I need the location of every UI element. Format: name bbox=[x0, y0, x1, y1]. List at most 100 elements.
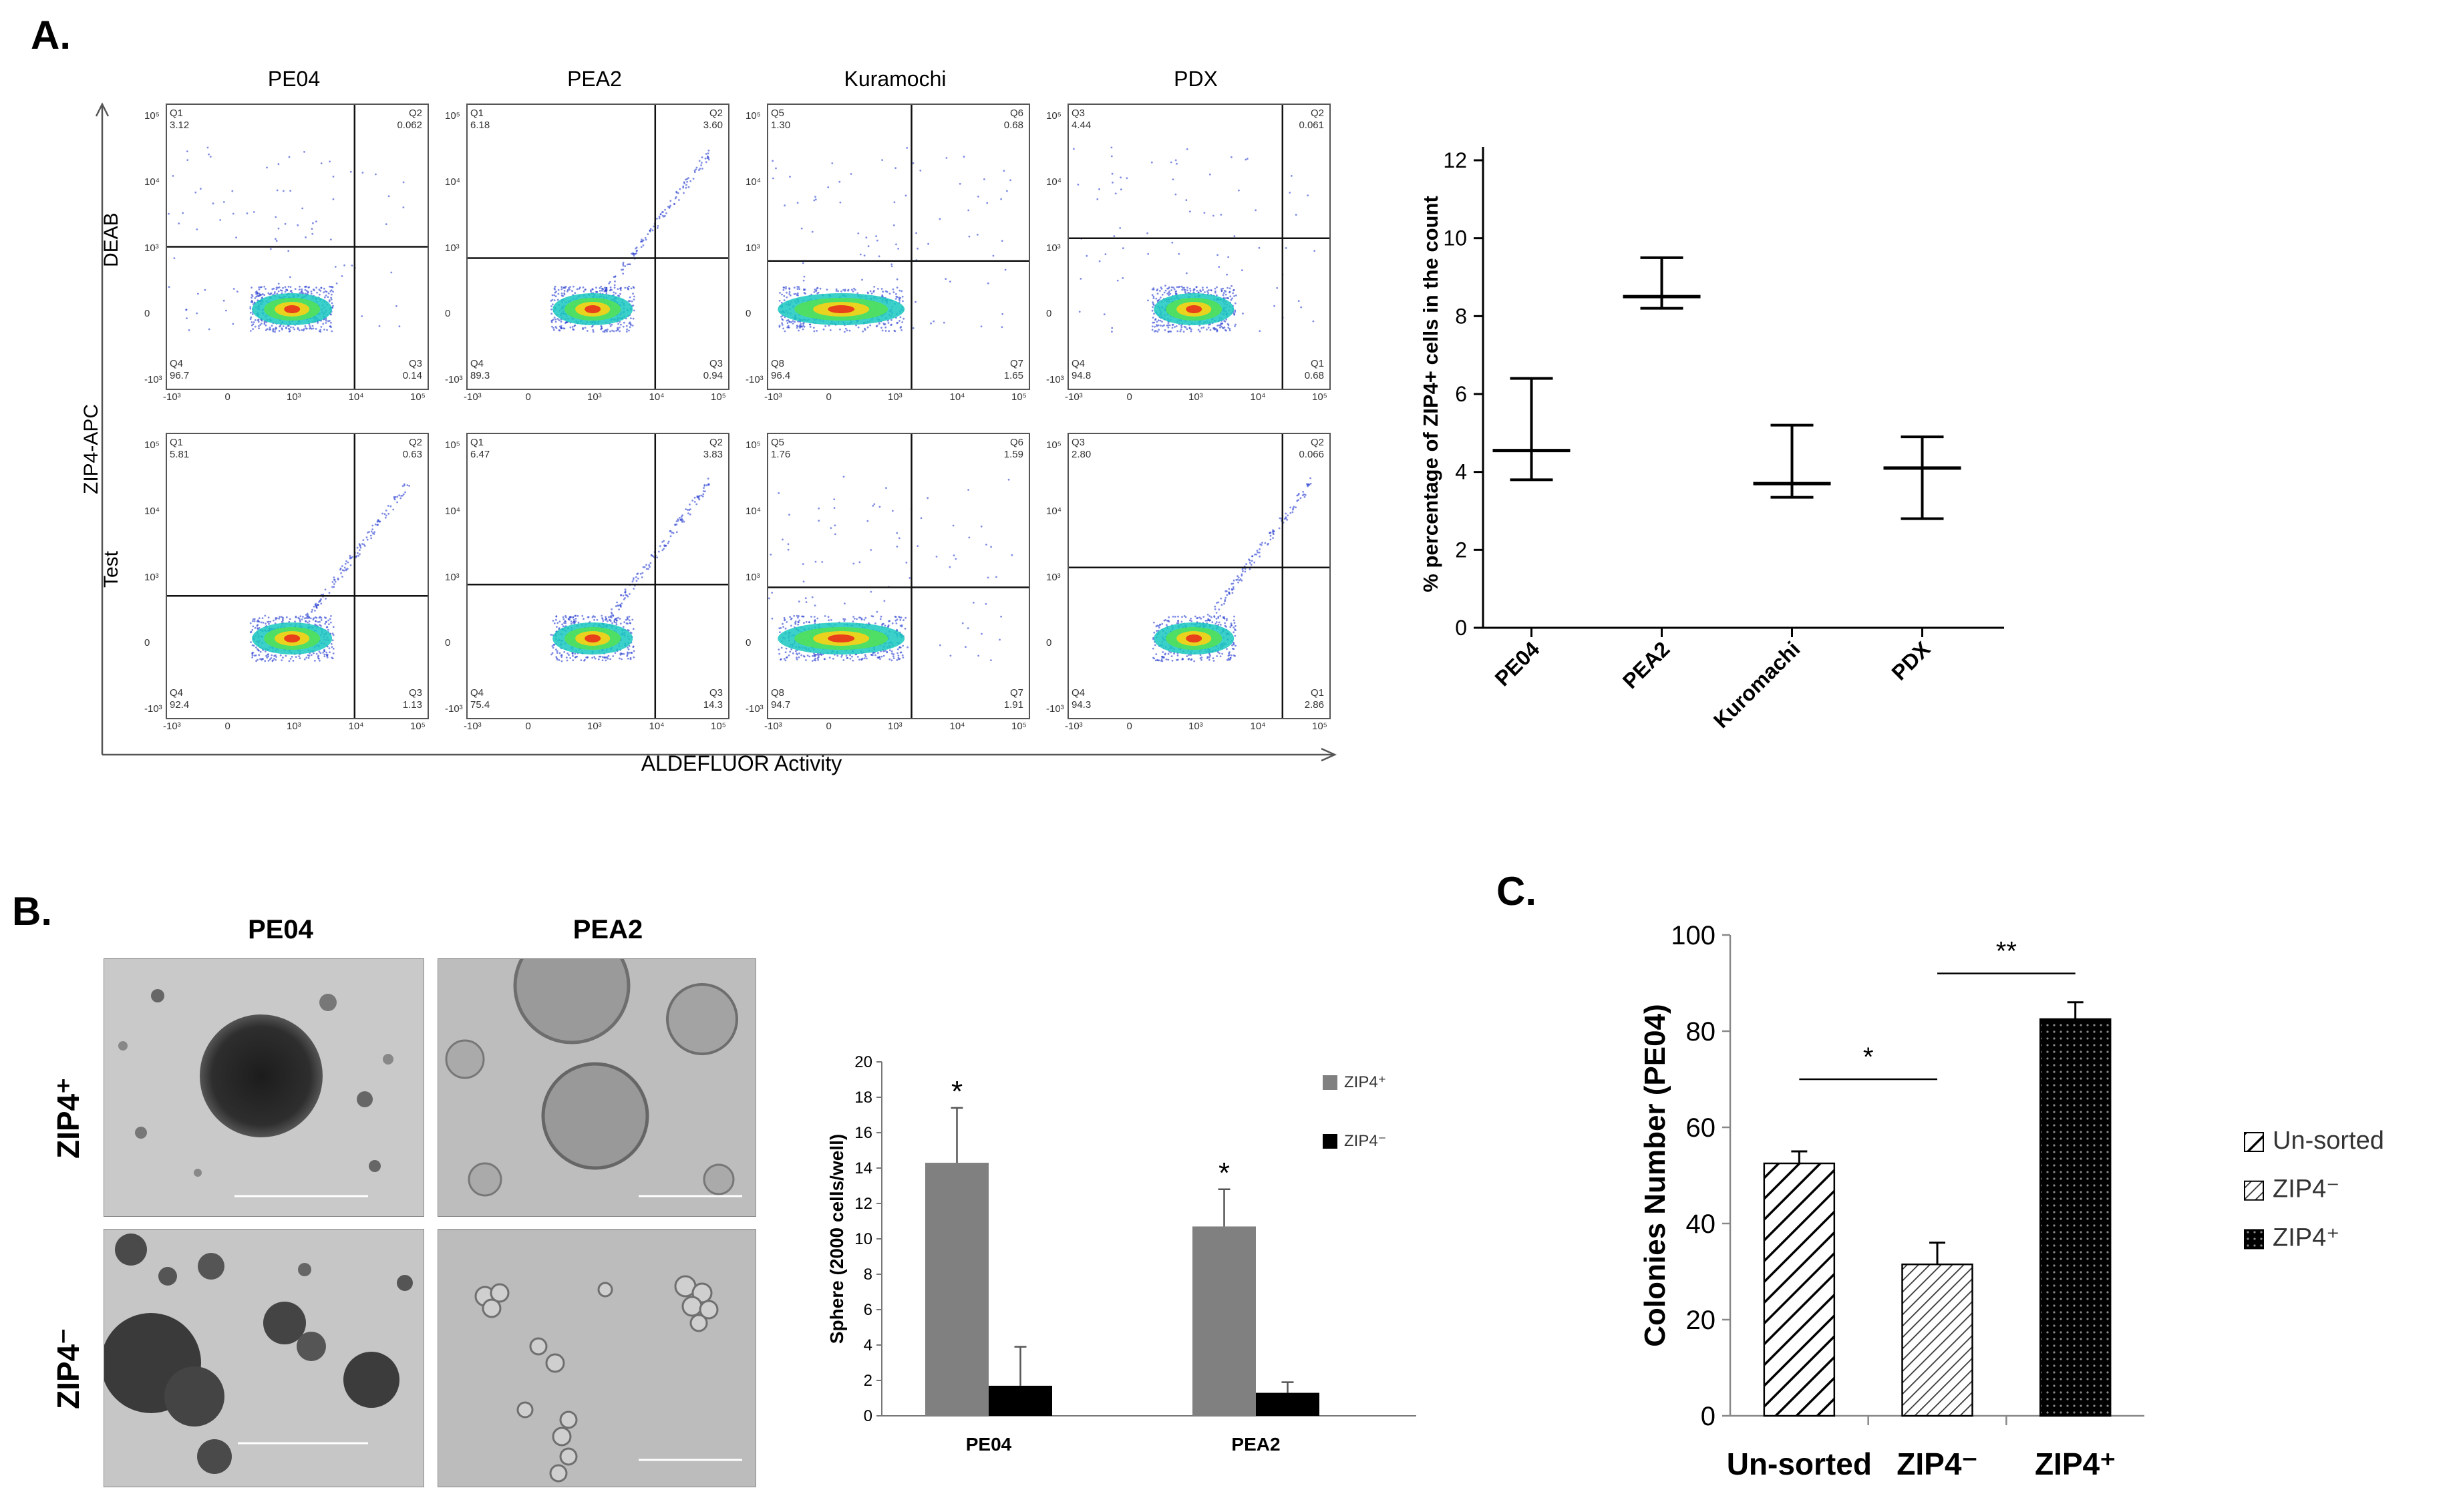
flow-event-dot bbox=[615, 622, 617, 624]
flow-event-dot bbox=[591, 288, 594, 291]
flow-event-dot bbox=[894, 615, 896, 618]
flow-event-dot bbox=[1126, 177, 1128, 180]
flow-event-dot bbox=[232, 323, 234, 325]
flow-event-dot bbox=[269, 620, 272, 623]
flow-event-dot bbox=[1217, 616, 1220, 619]
flow-event-dot bbox=[813, 616, 816, 618]
flow-event-dot bbox=[796, 327, 798, 329]
flow-event-dot bbox=[627, 300, 630, 302]
flow-event-dot bbox=[268, 328, 271, 331]
flow-event-dot bbox=[292, 660, 295, 662]
flow-event-dot bbox=[818, 507, 820, 510]
flow-event-dot bbox=[1196, 290, 1198, 292]
flow-event-dot bbox=[870, 615, 873, 617]
flow-event-dot bbox=[319, 620, 321, 623]
flow-event-dot bbox=[658, 550, 660, 553]
flow-event-dot bbox=[1222, 287, 1224, 290]
flow-event-dot bbox=[1180, 329, 1182, 331]
flow-event-dot bbox=[878, 323, 880, 325]
flow-y-tick-label: 0 bbox=[746, 308, 752, 320]
flow-event-dot bbox=[1220, 290, 1223, 293]
flow-event-dot bbox=[705, 161, 707, 164]
flow-event-dot bbox=[1222, 297, 1225, 299]
flow-event-dot bbox=[1185, 272, 1188, 274]
flow-event-dot bbox=[622, 272, 625, 275]
flow-event-dot bbox=[288, 660, 291, 663]
flow-event-dot bbox=[402, 493, 405, 496]
x-tick-label: PEA2 bbox=[1618, 636, 1675, 693]
flow-event-dot bbox=[1287, 514, 1289, 517]
flow-event-dot bbox=[1077, 184, 1080, 186]
flow-event-dot bbox=[864, 329, 866, 331]
flow-event-dot bbox=[324, 622, 327, 625]
flow-event-dot bbox=[355, 556, 357, 558]
flow-event-dot bbox=[255, 293, 257, 295]
flow-event-dot bbox=[251, 324, 253, 327]
flow-event-dot bbox=[1226, 323, 1229, 325]
flow-event-dot bbox=[636, 249, 638, 252]
flow-event-dot bbox=[285, 654, 287, 657]
flow-event-dot bbox=[786, 621, 788, 623]
flow-event-dot bbox=[689, 513, 691, 516]
flow-event-dot bbox=[1221, 652, 1224, 655]
flow-event-dot bbox=[1003, 170, 1005, 172]
flow-event-dot bbox=[707, 158, 710, 161]
flow-event-dot bbox=[830, 618, 832, 621]
flow-event-dot bbox=[261, 658, 263, 660]
flow-event-dot bbox=[846, 656, 849, 659]
flow-event-dot bbox=[1169, 293, 1172, 295]
flow-event-dot bbox=[326, 329, 328, 331]
quadrant-label: Q2 3.83 bbox=[703, 437, 723, 460]
flow-event-dot bbox=[894, 330, 896, 333]
flow-event-dot bbox=[802, 580, 805, 583]
flow-event-dot bbox=[842, 659, 845, 661]
flow-event-dot bbox=[1161, 622, 1164, 625]
flow-event-dot bbox=[892, 655, 894, 658]
y-tick-label: 16 bbox=[854, 1124, 872, 1142]
flow-event-dot bbox=[622, 264, 625, 267]
flow-event-dot bbox=[703, 485, 705, 487]
flow-event-dot bbox=[630, 317, 632, 319]
flow-event-dot bbox=[269, 327, 271, 329]
flow-event-dot bbox=[563, 651, 566, 653]
flow-event-dot bbox=[289, 330, 291, 332]
flow-event-dot bbox=[619, 657, 621, 660]
flow-event-dot bbox=[1220, 325, 1222, 328]
flow-event-dot bbox=[1222, 292, 1225, 295]
flow-y-tick-label: 10⁵ bbox=[1046, 439, 1061, 451]
flow-event-dot bbox=[802, 262, 804, 264]
flow-event-dot bbox=[254, 626, 257, 629]
flow-event-dot bbox=[992, 254, 995, 257]
flow-event-dot bbox=[601, 659, 604, 661]
flow-event-dot bbox=[649, 229, 651, 232]
flow-event-dot bbox=[309, 325, 311, 327]
flow-event-dot bbox=[312, 327, 315, 330]
y-tick-label: 20 bbox=[854, 1053, 872, 1071]
flow-event-dot bbox=[1156, 624, 1158, 627]
flow-event-dot bbox=[1300, 306, 1303, 309]
flow-event-dot bbox=[311, 610, 313, 613]
flow-event-dot bbox=[249, 318, 252, 321]
flow-event-dot bbox=[298, 289, 301, 291]
flow-x-tick-label: -10³ bbox=[163, 391, 181, 403]
flow-event-dot bbox=[1168, 290, 1170, 293]
flow-event-dot bbox=[1152, 317, 1154, 319]
flow-event-dot bbox=[789, 616, 791, 618]
y-tick-label: 0 bbox=[1455, 616, 1467, 640]
flow-event-dot bbox=[565, 656, 568, 658]
flow-event-dot bbox=[1186, 655, 1188, 657]
flow-event-dot bbox=[1157, 659, 1159, 662]
x-tick-label: PDX bbox=[1887, 636, 1935, 685]
flow-event-dot bbox=[571, 652, 574, 654]
flow-event-dot bbox=[631, 618, 634, 621]
flow-event-dot bbox=[1168, 616, 1170, 618]
flow-event-dot bbox=[840, 290, 842, 293]
flow-event-dot bbox=[1078, 311, 1081, 313]
flow-event-dot bbox=[783, 658, 786, 660]
flow-event-dot bbox=[1249, 559, 1251, 562]
flow-event-dot bbox=[787, 543, 790, 546]
flow-event-dot bbox=[305, 617, 307, 619]
flow-event-dot bbox=[553, 622, 556, 624]
flow-event-dot bbox=[325, 319, 327, 322]
flow-event-dot bbox=[796, 202, 799, 204]
